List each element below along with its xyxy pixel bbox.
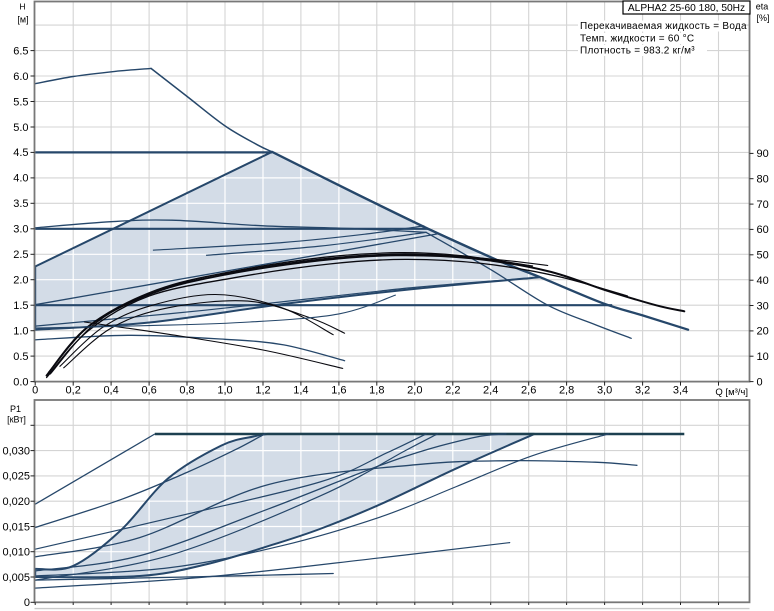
svg-text:0,2: 0,2 [66,384,81,396]
svg-text:40: 40 [757,275,769,287]
svg-text:50: 50 [757,250,769,262]
svg-text:1,2: 1,2 [255,384,270,396]
svg-text:1,8: 1,8 [369,384,384,396]
svg-text:4.0: 4.0 [13,173,28,185]
svg-text:4.5: 4.5 [13,147,28,159]
svg-text:0,8: 0,8 [179,384,194,396]
svg-text:0,030: 0,030 [2,445,30,457]
svg-text:10: 10 [757,351,769,363]
svg-text:70: 70 [757,199,769,211]
svg-text:6.5: 6.5 [13,45,28,57]
svg-text:80: 80 [757,174,769,186]
svg-text:2,6: 2,6 [521,384,536,396]
svg-text:60: 60 [757,224,769,236]
svg-text:0: 0 [24,597,30,609]
svg-text:5.5: 5.5 [13,96,28,108]
svg-text:[кВт]: [кВт] [7,415,26,425]
svg-text:0: 0 [757,376,763,388]
svg-text:3,0: 3,0 [597,384,612,396]
svg-text:1,6: 1,6 [331,384,346,396]
svg-text:2,0: 2,0 [407,384,422,396]
svg-text:1,4: 1,4 [293,384,308,396]
svg-text:eta: eta [756,2,769,12]
svg-text:0,015: 0,015 [2,521,30,533]
svg-text:0.5: 0.5 [13,351,28,363]
svg-text:3,4: 3,4 [673,384,688,396]
svg-text:0,4: 0,4 [103,384,118,396]
svg-text:Перекачиваемая жидкость = Вода: Перекачиваемая жидкость = Вода [580,21,747,32]
svg-text:5.0: 5.0 [13,122,28,134]
svg-text:0.0: 0.0 [13,376,28,388]
svg-text:2.0: 2.0 [13,275,28,287]
svg-text:2,4: 2,4 [483,384,498,396]
svg-text:3.0: 3.0 [13,224,28,236]
svg-text:Плотность = 983.2 кг/м³: Плотность = 983.2 кг/м³ [580,46,695,57]
svg-text:0,020: 0,020 [2,496,30,508]
svg-text:P1: P1 [10,404,21,414]
svg-text:0,6: 0,6 [141,384,156,396]
svg-text:H: H [19,2,25,12]
svg-text:90: 90 [757,148,769,160]
svg-text:1,0: 1,0 [217,384,232,396]
svg-text:[м]: [м] [17,14,28,24]
svg-text:[%]: [%] [757,13,770,23]
svg-text:0,005: 0,005 [2,572,30,584]
svg-text:1.5: 1.5 [13,300,28,312]
svg-text:0,010: 0,010 [2,547,30,559]
svg-text:0,025: 0,025 [2,471,30,483]
svg-text:Темп. жидкости = 60 °C: Темп. жидкости = 60 °C [580,34,694,45]
svg-text:2,8: 2,8 [559,384,574,396]
svg-text:3,2: 3,2 [635,384,650,396]
svg-text:Q [м³/ч]: Q [м³/ч] [715,387,748,398]
svg-text:2,2: 2,2 [445,384,460,396]
svg-text:20: 20 [757,326,769,338]
svg-text:3.5: 3.5 [13,198,28,210]
svg-text:ALPHA2 25-60 180, 50Hz: ALPHA2 25-60 180, 50Hz [628,3,745,14]
svg-text:30: 30 [757,300,769,312]
svg-text:0: 0 [32,384,38,396]
svg-text:2.5: 2.5 [13,249,28,261]
svg-text:1.0: 1.0 [13,326,28,338]
svg-text:6.0: 6.0 [13,71,28,83]
